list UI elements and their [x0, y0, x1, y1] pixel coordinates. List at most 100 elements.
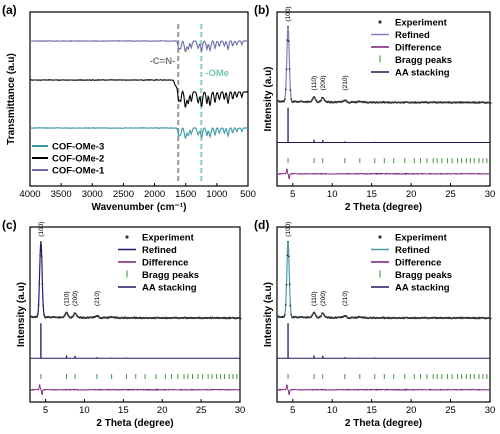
refined-line — [277, 241, 490, 319]
panel-a: (a) 4000 3500 3000 2500 2000 1500 1000 500 Wavenu… — [2, 3, 256, 213]
experiment-point — [288, 283, 291, 286]
experiment-point — [310, 100, 312, 103]
x-axis-label: 2 Theta (degree) — [345, 202, 422, 213]
experiment-point — [36, 316, 38, 318]
peak-label: (200) — [72, 291, 79, 306]
peak-label: (110) — [311, 291, 318, 306]
experiment-point — [489, 102, 492, 104]
x-axis-label: 2 Theta (degree) — [96, 418, 173, 429]
experiment-point — [284, 98, 286, 101]
experiment-point — [284, 88, 287, 91]
experiment-point — [37, 304, 40, 306]
experiment-point — [66, 312, 69, 314]
plot-frame — [276, 11, 491, 187]
experiment-point — [97, 315, 100, 317]
plot-frame — [276, 226, 491, 403]
legend-label: Bragg peaks — [395, 55, 452, 66]
peak-label: (100) — [38, 222, 45, 237]
legend-marker — [125, 235, 129, 239]
x-tick-label: 20 — [157, 405, 168, 416]
panel-d: (d) 5 10 15 20 25 30 2 Theta (degree) Intensity … — [254, 218, 495, 429]
experiment-point — [310, 316, 312, 319]
series-line — [29, 39, 248, 53]
peak-label: (100) — [285, 6, 292, 21]
x-tick-label: 5 — [290, 405, 295, 416]
legend-label: Difference — [395, 43, 441, 54]
experiment-point — [345, 99, 348, 102]
legend-label: Experiment — [142, 233, 195, 244]
experiment-point — [284, 304, 287, 306]
experiment-point — [311, 98, 314, 101]
experiment-point — [36, 313, 39, 316]
legend-label: Refined — [395, 30, 430, 41]
series-line — [29, 126, 249, 140]
annotation-label: -OMe — [205, 68, 229, 79]
legend-label: Bragg peaks — [395, 270, 452, 281]
x-tick-label: 25 — [445, 405, 456, 416]
experiment-point — [41, 283, 44, 286]
refined-line — [277, 26, 490, 104]
experiment-point — [285, 68, 288, 71]
y-axis-label: Transmittance (a.u) — [6, 53, 17, 145]
x-tick-label: 15 — [366, 189, 377, 200]
x-tick-label: 1000 — [206, 189, 227, 200]
experiment-point — [489, 317, 492, 320]
experiment-point — [239, 317, 242, 320]
legend-label: Bragg peaks — [142, 270, 199, 281]
legend-label: Refined — [142, 245, 177, 256]
difference-line — [276, 168, 491, 180]
panel-label: (b) — [254, 3, 269, 17]
experiment-point — [286, 39, 289, 42]
legend-label: Experiment — [395, 18, 448, 29]
legend-label: COF-OMe-2 — [52, 154, 104, 165]
experiment-point — [43, 313, 45, 316]
x-tick-label: 5 — [290, 189, 295, 200]
experiment-point — [285, 283, 288, 286]
peak-label: (110) — [64, 291, 71, 306]
experiment-point — [311, 313, 314, 316]
x-tick-label: 2500 — [113, 189, 134, 200]
panel-b: (b) 5 10 15 20 25 30 2 Theta (degree) Intensity … — [254, 3, 495, 213]
experiment-point — [314, 96, 316, 99]
x-tick-label: 20 — [406, 189, 417, 200]
experiment-point — [38, 283, 41, 286]
experiment-point — [283, 100, 285, 103]
x-tick-label: 30 — [235, 405, 246, 416]
x-tick-label: 15 — [118, 405, 129, 416]
difference-line — [276, 384, 491, 396]
x-tick-label: 500 — [240, 189, 256, 200]
experiment-point — [290, 98, 293, 101]
experiment-point — [283, 316, 285, 318]
x-tick-label: 3500 — [51, 189, 72, 200]
legend-label: AA stacking — [142, 283, 197, 294]
legend-label: AA stacking — [395, 68, 450, 79]
experiment-point — [39, 254, 41, 257]
x-axis-label: Wavenumber (cm⁻¹) — [92, 202, 187, 213]
refined-line — [30, 241, 240, 319]
peak-label: (200) — [320, 291, 327, 306]
x-tick-label: 1500 — [175, 189, 196, 200]
peak-label: (200) — [320, 75, 327, 90]
experiment-point — [75, 313, 77, 315]
experiment-point — [286, 254, 289, 257]
experiment-point — [40, 241, 42, 243]
x-tick-label: 25 — [445, 189, 456, 200]
experiment-point — [42, 304, 45, 307]
experiment-point — [287, 255, 290, 258]
x-tick-label: 10 — [79, 405, 90, 416]
experiment-point — [320, 99, 323, 102]
experiment-point — [322, 97, 325, 100]
difference-line — [29, 384, 241, 396]
peak-label: (210) — [342, 75, 349, 90]
x-tick-label: 3000 — [82, 189, 103, 200]
legend-label: COF-OMe-3 — [52, 142, 104, 153]
x-tick-label: 5 — [43, 405, 48, 416]
series-line — [30, 78, 249, 108]
legend-label: Experiment — [395, 233, 448, 244]
x-tick-label: 30 — [485, 405, 496, 416]
x-tick-label: 10 — [327, 189, 338, 200]
experiment-point — [287, 241, 289, 243]
y-axis-label: Intensity (a.u) — [16, 282, 27, 347]
legend-label: COF-OMe-1 — [52, 166, 105, 177]
peak-label: (110) — [311, 76, 318, 91]
